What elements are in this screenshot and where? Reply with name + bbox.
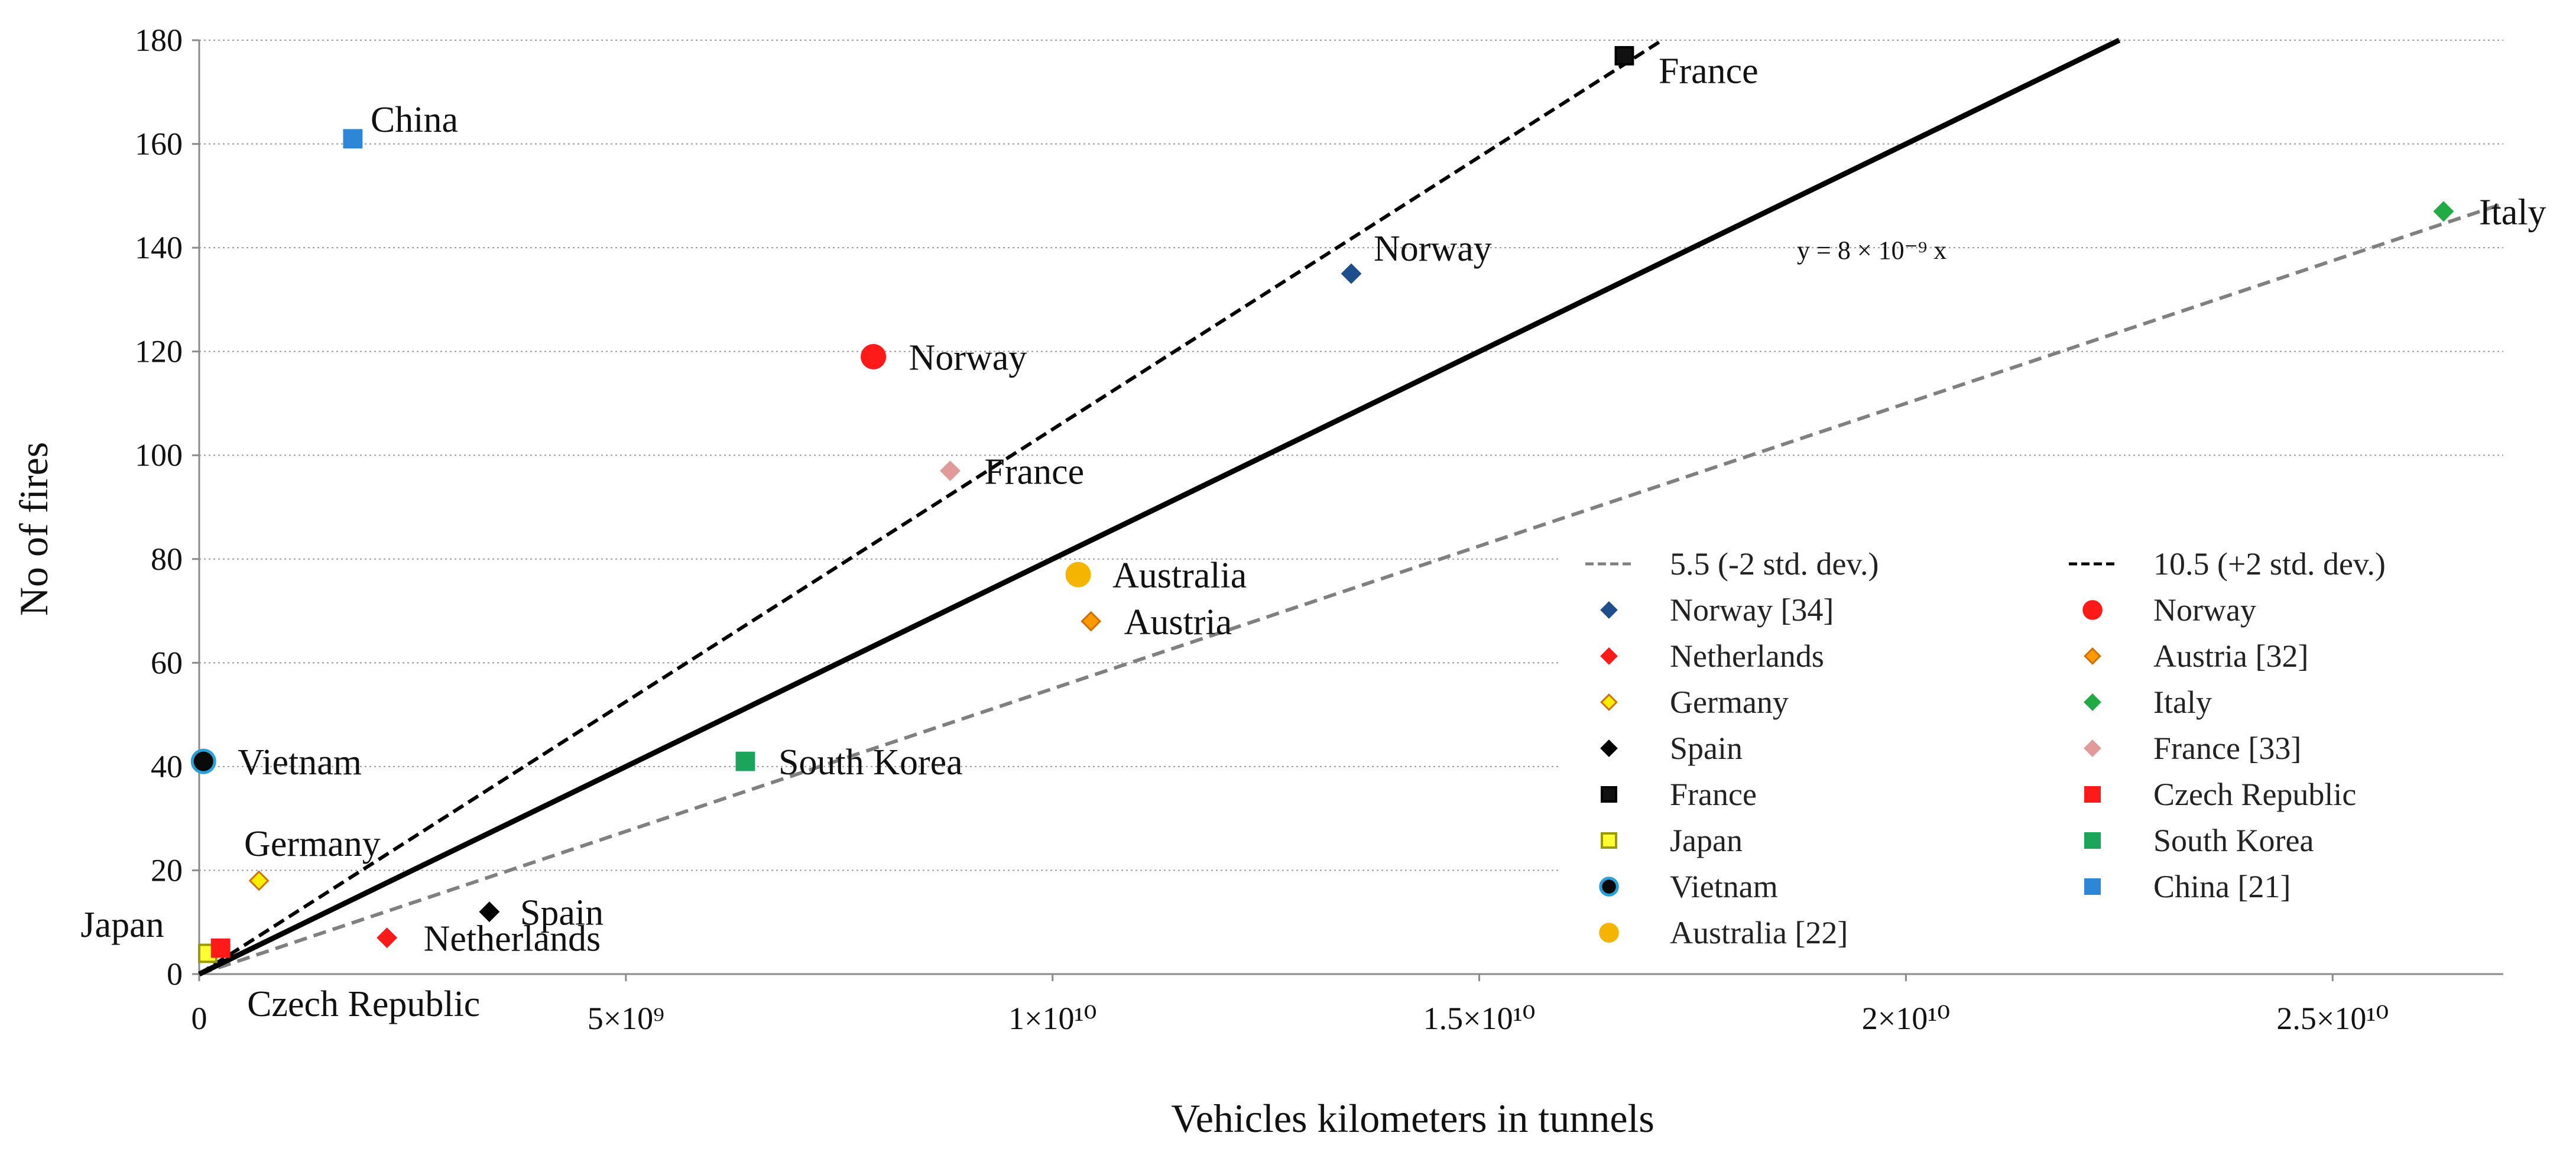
point-marker — [1600, 601, 1618, 619]
trend-line — [199, 202, 2504, 976]
point-marker — [861, 343, 887, 369]
point-marker — [1600, 693, 1618, 711]
trend-lines — [198, 37, 2504, 977]
x-tick-label: 0 — [192, 1001, 207, 1036]
legend-label: France — [1670, 777, 1757, 812]
point-marker — [2433, 201, 2454, 222]
point-label: Spain — [520, 893, 604, 933]
y-tick-label: 40 — [151, 749, 183, 784]
x-axis-title: Vehicles kilometers in tunnels — [1171, 1096, 1654, 1141]
point-marker — [1065, 562, 1091, 588]
point-marker — [190, 748, 216, 774]
point-marker — [1601, 832, 1617, 849]
legend-label: Netherlands — [1670, 638, 1824, 674]
point-marker — [248, 870, 270, 891]
trend-line — [198, 37, 2121, 977]
point-marker — [2084, 647, 2101, 665]
trend-line — [198, 38, 1663, 976]
point-marker — [1599, 877, 1619, 897]
y-tick-label: 120 — [135, 334, 183, 369]
point-marker — [377, 927, 398, 948]
legend-label: Australia [22] — [1670, 915, 1848, 950]
point-marker — [210, 938, 231, 958]
point-label: Germany — [244, 824, 381, 864]
point-label: Italy — [2479, 193, 2546, 233]
y-tick-label: 60 — [151, 645, 183, 680]
data-points — [190, 46, 2454, 963]
point-marker — [2084, 832, 2101, 849]
tick-labels: 0 20 40 60 80 100 120 140 160 180 0 5×10⁹ 1×10¹⁰ 1.5×… — [135, 22, 2389, 1036]
point-label: Austria — [1124, 602, 1232, 642]
legend-label: Japan — [1670, 823, 1743, 858]
point-marker — [479, 901, 500, 923]
y-tick-label: 0 — [167, 956, 183, 992]
point-marker — [1599, 923, 1619, 943]
point-marker — [2082, 600, 2103, 620]
point-marker — [1081, 611, 1102, 632]
point-label: China — [371, 100, 458, 140]
legend-background — [1560, 532, 2506, 963]
x-tick-label: 5×10⁹ — [588, 1001, 664, 1036]
point-marker — [940, 460, 961, 481]
x-tick-label: 2×10¹⁰ — [1862, 1001, 1950, 1036]
point-marker — [1341, 263, 1362, 284]
legend-label: Norway — [2153, 592, 2256, 628]
legend-label: Spain — [1670, 731, 1743, 766]
point-marker — [2084, 693, 2101, 711]
y-tick-label: 80 — [151, 541, 183, 577]
point-label: South Korea — [778, 742, 963, 783]
point-marker — [1600, 739, 1618, 757]
point-marker — [2084, 786, 2101, 803]
equation-label: y = 8 × 10⁻⁹ x — [1797, 236, 1946, 265]
legend-label: China [21] — [2153, 869, 2291, 904]
y-tick-label: 160 — [135, 126, 183, 162]
legend-label: 10.5 (+2 std. dev.) — [2153, 546, 2386, 582]
point-label: Netherlands — [424, 919, 601, 959]
point-marker — [343, 129, 363, 149]
axes — [192, 39, 2503, 981]
point-label: Czech Republic — [247, 984, 480, 1024]
y-axis-title: No of fires — [11, 442, 56, 616]
y-tick-label: 100 — [135, 437, 183, 473]
point-marker — [2084, 878, 2101, 895]
point-marker — [2084, 739, 2101, 757]
y-tick-label: 180 — [135, 22, 183, 58]
point-marker — [735, 751, 755, 771]
legend-label: Italy — [2153, 684, 2212, 720]
point-label: Norway — [1374, 229, 1492, 269]
legend: 5.5 (-2 std. dev.) Norway [34] Netherlands… — [1585, 546, 2386, 950]
point-label: Japan — [80, 905, 164, 945]
legend-label: Austria [32] — [2153, 638, 2308, 674]
point-label: Australia — [1112, 556, 1247, 596]
point-label: France — [984, 452, 1084, 492]
point-marker — [1614, 46, 1634, 66]
x-tick-label: 2.5×10¹⁰ — [2276, 1001, 2389, 1036]
point-label: Norway — [909, 338, 1027, 378]
x-tick-label: 1.5×10¹⁰ — [1423, 1001, 1536, 1036]
legend-label: Czech Republic — [2153, 777, 2356, 812]
point-label: Vietnam — [238, 742, 362, 783]
legend-label: South Korea — [2153, 823, 2314, 858]
point-marker — [1600, 647, 1618, 665]
legend-label: Vietnam — [1670, 869, 1778, 904]
point-label: France — [1659, 51, 1759, 91]
point-labels: Norway Netherlands Germany Spain France Japan… — [80, 51, 2546, 1024]
legend-label: Germany — [1670, 684, 1789, 720]
x-tick-label: 1×10¹⁰ — [1008, 1001, 1096, 1036]
y-tick-label: 20 — [151, 852, 183, 888]
legend-label: France [33] — [2153, 731, 2301, 766]
point-marker — [1601, 786, 1617, 803]
legend-label: 5.5 (-2 std. dev.) — [1670, 546, 1879, 582]
y-tick-label: 140 — [135, 230, 183, 265]
legend-label: Norway [34] — [1670, 592, 1834, 628]
